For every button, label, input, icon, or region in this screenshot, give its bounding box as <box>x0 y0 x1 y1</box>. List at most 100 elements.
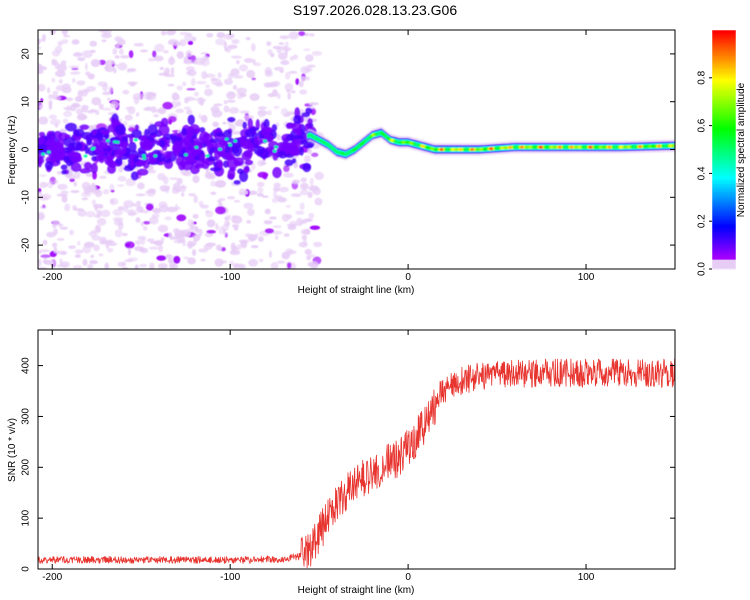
noise-blob <box>98 59 106 65</box>
noise-blob <box>139 49 148 53</box>
noise-blob <box>47 87 51 94</box>
noise-blob <box>210 176 215 180</box>
colorbar-step <box>712 177 736 180</box>
noise-blob <box>87 110 94 114</box>
colorbar-step <box>712 149 736 153</box>
colorbar-step <box>712 209 736 212</box>
colorbar-step <box>712 95 736 99</box>
colorbar-step <box>712 193 736 196</box>
noise-blob <box>184 59 193 65</box>
noise-blob <box>288 31 299 40</box>
colorbar-step <box>712 179 736 182</box>
noise-blob <box>259 161 267 166</box>
noise-blob <box>248 258 258 267</box>
noise-blob <box>269 216 277 220</box>
noise-blob <box>218 246 222 252</box>
snr-y-tick-label: 300 <box>21 408 32 425</box>
noise-blob <box>46 181 54 189</box>
colorbar-step <box>712 233 736 236</box>
noise-blob <box>270 262 279 269</box>
colorbar-step <box>712 263 736 266</box>
noise-blob <box>103 188 110 195</box>
noise-blob <box>86 185 97 193</box>
noise-blob <box>135 112 140 117</box>
colorbar-step <box>712 257 736 260</box>
band-blob <box>44 160 54 171</box>
band-blob <box>292 135 305 140</box>
colorbar-step <box>712 129 736 133</box>
band-speck <box>133 138 138 142</box>
noise-blob <box>57 40 64 46</box>
noise-blob <box>309 225 321 230</box>
noise-blob <box>117 261 126 267</box>
noise-blob <box>296 217 304 227</box>
noise-blob <box>153 55 164 62</box>
noise-blob <box>140 237 146 246</box>
noise-blob <box>137 182 145 190</box>
colorbar-step <box>712 137 736 141</box>
noise-blob <box>166 206 178 213</box>
noise-blob <box>205 84 210 88</box>
noise-blob <box>68 245 77 249</box>
noise-blob <box>53 247 58 251</box>
colorbar-step <box>712 267 736 270</box>
band-blob <box>48 156 61 162</box>
noise-blob <box>233 226 239 231</box>
colorbar-step <box>712 221 736 224</box>
noise-blob <box>156 255 167 261</box>
colorbar-step <box>712 43 736 47</box>
noise-blob <box>90 229 101 234</box>
noise-blob <box>148 57 156 62</box>
noise-blob <box>288 70 298 74</box>
band-blob <box>134 161 146 167</box>
noise-blob <box>96 217 107 226</box>
noise-blob <box>189 221 195 228</box>
noise-blob <box>77 240 81 246</box>
band-speck <box>41 152 46 156</box>
noise-blob <box>248 190 258 196</box>
noise-blob <box>308 212 315 219</box>
snr-y-tick-label: 100 <box>21 509 32 526</box>
noise-blob <box>256 181 265 188</box>
noise-blob <box>114 55 120 59</box>
noise-blob <box>69 229 74 236</box>
noise-blob <box>251 43 256 52</box>
noise-blob <box>142 225 148 231</box>
noise-blob <box>276 46 282 54</box>
colorbar-step <box>712 87 736 91</box>
band-blob <box>131 129 142 139</box>
snr-x-tick-label: 100 <box>578 572 595 583</box>
band-speck <box>274 145 279 149</box>
colorbar-step <box>712 31 736 35</box>
noise-blob <box>304 67 313 72</box>
noise-blob <box>99 175 107 180</box>
noise-blob <box>157 224 169 233</box>
noise-blob <box>140 221 144 227</box>
noise-blob <box>38 116 49 125</box>
colorbar-step <box>712 109 736 113</box>
colorbar-step <box>712 125 736 129</box>
colorbar-step <box>712 191 736 194</box>
band-blob <box>91 155 97 162</box>
noise-blob <box>217 199 222 203</box>
noise-blob <box>109 197 119 206</box>
colorbar-step <box>712 59 736 63</box>
colorbar-step <box>712 261 736 264</box>
noise-blob <box>286 205 291 208</box>
noise-blob <box>165 254 173 259</box>
colorbar-tick-label: 0.4 <box>697 166 708 180</box>
noise-blob <box>74 96 83 102</box>
noise-blob <box>301 234 308 241</box>
noise-blob <box>148 246 160 250</box>
colorbar-step <box>712 219 736 222</box>
colorbar-step <box>712 65 736 69</box>
noise-blob <box>110 189 115 193</box>
colorbar-step <box>712 119 736 123</box>
band-blob <box>38 144 43 153</box>
noise-blob <box>184 96 196 102</box>
band-blob <box>187 114 195 126</box>
colorbar-step <box>712 115 736 119</box>
colorbar-step <box>712 39 736 43</box>
noise-blob <box>38 38 41 46</box>
band-blob <box>244 129 255 138</box>
